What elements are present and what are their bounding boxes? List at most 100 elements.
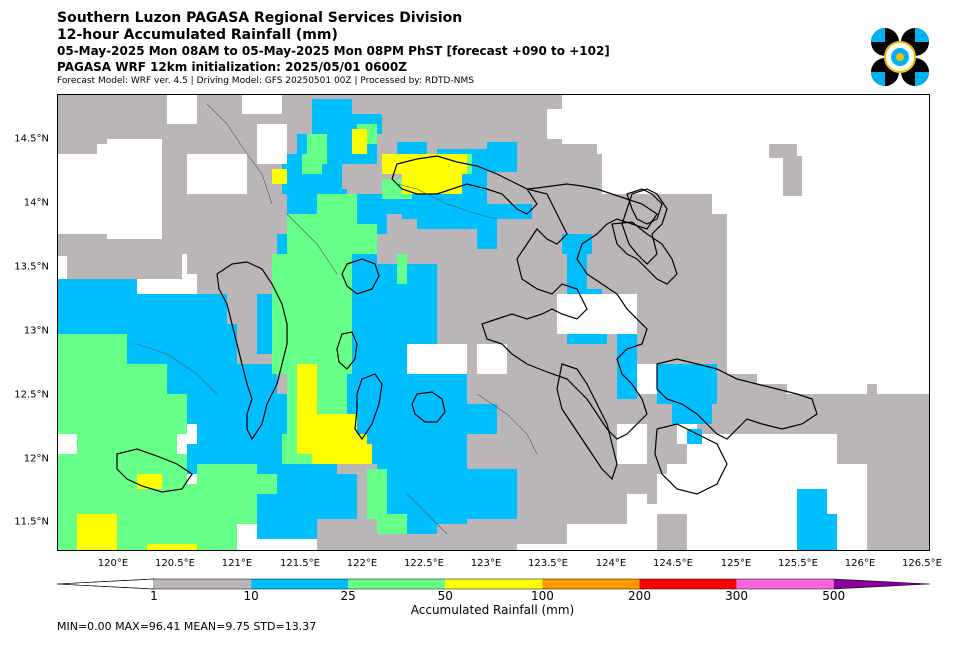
rainfall-cell xyxy=(137,474,162,489)
lat-label: 13°N xyxy=(23,325,49,337)
coastline xyxy=(654,423,728,495)
rainfall-cell xyxy=(257,519,317,539)
colorbar-segment xyxy=(445,579,543,589)
rainfall-grid xyxy=(57,94,930,551)
colorbar-level-label: 10 xyxy=(243,589,259,603)
colorbar-level-label: 25 xyxy=(340,589,356,603)
province-boundary xyxy=(286,213,338,275)
no-rain-cell xyxy=(242,94,282,114)
no-rain-cell xyxy=(617,424,647,464)
lon-label: 124.5°E xyxy=(653,558,693,569)
rainfall-cell xyxy=(512,414,577,474)
colorbar-segment xyxy=(736,579,834,589)
colorbar-level-label: 300 xyxy=(725,589,749,603)
lat-label: 14.5°N xyxy=(14,133,49,145)
lat-label: 11.5°N xyxy=(14,516,49,528)
map-subtitle: 12-hour Accumulated Rainfall (mm) xyxy=(57,27,338,43)
rainfall-cell xyxy=(657,514,687,551)
rainfall-cell xyxy=(437,469,517,519)
rainfall-map xyxy=(57,94,930,551)
rainfall-cell xyxy=(867,439,930,551)
colorbar-segment xyxy=(542,579,640,589)
colorbar-segment xyxy=(251,579,349,589)
lon-label: 123°E xyxy=(470,558,502,569)
statistics: MIN=0.00 MAX=96.41 MEAN=9.75 STD=13.37 xyxy=(57,620,317,633)
coastline xyxy=(481,183,658,440)
rainfall-cell xyxy=(272,254,352,374)
rainfall-cell xyxy=(237,474,277,494)
colorbar xyxy=(57,578,930,590)
colorbar-segment xyxy=(639,579,737,589)
colorbar-level-label: 200 xyxy=(628,589,651,603)
province-boundary xyxy=(206,103,273,205)
no-rain-cell xyxy=(757,344,927,384)
rainfall-cell xyxy=(397,254,407,284)
coastline xyxy=(391,155,538,215)
colorbar-level-label: 500 xyxy=(822,589,846,603)
colorbar-segment xyxy=(154,579,252,589)
lon-label: 123.5°E xyxy=(528,558,568,569)
colorbar-level-label: 100 xyxy=(530,589,554,603)
no-rain-cell xyxy=(557,294,637,334)
lat-label: 13.5°N xyxy=(14,261,49,273)
rainfall-cell xyxy=(352,129,367,154)
rainfall-cell xyxy=(67,249,127,279)
lon-label: 121°E xyxy=(221,558,253,569)
lat-label: 14°N xyxy=(23,197,49,209)
lon-label: 126.5°E xyxy=(902,558,942,569)
rainfall-cell xyxy=(377,514,407,534)
province-boundary xyxy=(396,183,498,220)
lat-label: 12°N xyxy=(23,453,49,465)
rainfall-cell xyxy=(77,514,117,551)
pagasa-logo-icon xyxy=(871,28,929,86)
rainfall-cell xyxy=(297,364,317,414)
coastline-outlines xyxy=(116,103,818,535)
coastline xyxy=(626,188,663,225)
rainfall-cell xyxy=(487,142,517,172)
colorbar-segment xyxy=(348,579,446,589)
coastline xyxy=(354,373,383,441)
rainfall-cell xyxy=(347,224,377,254)
coastline xyxy=(336,331,358,370)
rainfall-cell xyxy=(617,319,637,399)
coastline xyxy=(116,448,193,493)
colorbar-title: Accumulated Rainfall (mm) xyxy=(410,603,575,617)
lon-label: 125.5°E xyxy=(778,558,818,569)
no-rain-cell xyxy=(477,344,507,374)
no-rain-cell xyxy=(167,94,197,124)
no-rain-cell xyxy=(787,384,867,394)
model-info: Forecast Model: WRF ver. 4.5 | Driving M… xyxy=(57,76,474,86)
lon-label: 122°E xyxy=(346,558,378,569)
colorbar-level-label: 1 xyxy=(150,589,158,603)
coastline xyxy=(556,363,618,481)
colorbar-extend-low xyxy=(57,578,155,590)
no-rain-cell xyxy=(887,254,930,354)
colorbar-extend-high xyxy=(833,579,930,589)
coastline xyxy=(621,188,668,265)
rainfall-cell xyxy=(302,154,322,174)
no-rain-cell xyxy=(257,124,287,164)
rainfall-cell xyxy=(157,364,277,394)
lat-label: 12.5°N xyxy=(14,389,49,401)
map-title: Southern Luzon PAGASA Regional Services … xyxy=(57,10,463,26)
lon-label: 124°E xyxy=(595,558,627,569)
initialization-info: PAGASA WRF 12km initialization: 2025/05/… xyxy=(57,60,407,74)
rainfall-cell xyxy=(402,174,462,194)
rainfall-cell xyxy=(272,169,287,184)
lon-label: 120°E xyxy=(97,558,129,569)
lon-label: 125°E xyxy=(720,558,752,569)
coastline xyxy=(611,221,678,285)
rainfall-cell xyxy=(672,384,712,424)
rainfall-cell xyxy=(352,444,372,464)
colorbar-outline xyxy=(57,578,930,590)
rainfall-cell xyxy=(807,514,837,551)
province-boundary xyxy=(136,343,218,395)
coastline xyxy=(341,258,380,295)
rainfall-cell xyxy=(477,219,497,249)
rainfall-cell xyxy=(687,429,702,444)
no-rain-cell xyxy=(547,109,657,139)
rainfall-cell xyxy=(147,544,197,551)
forecast-period: 05-May-2025 Mon 08AM to 05-May-2025 Mon … xyxy=(57,44,610,58)
rainfall-cell xyxy=(617,294,747,324)
lon-label: 120.5°E xyxy=(155,558,195,569)
